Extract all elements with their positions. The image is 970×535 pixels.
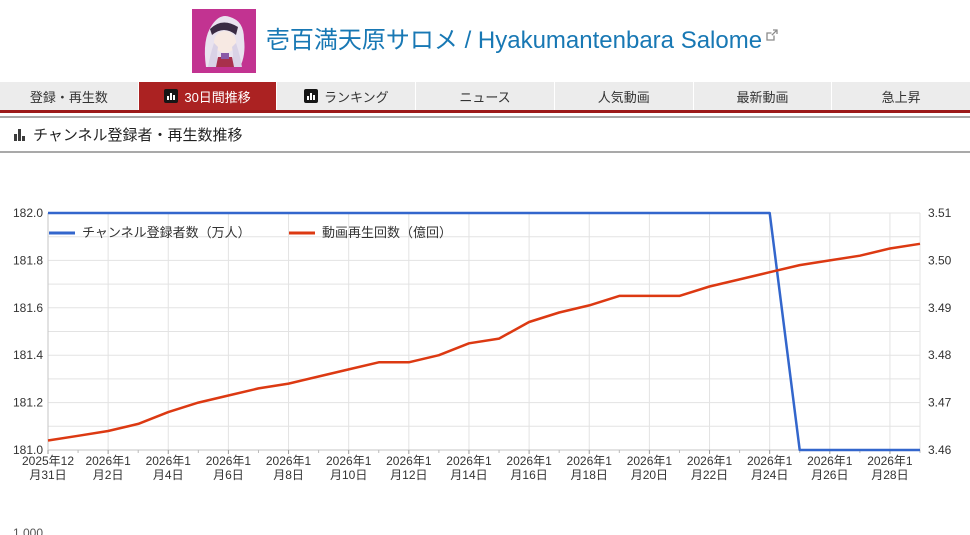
left-axis-label: 182.0 <box>13 206 43 220</box>
legend-views-label: 動画再生回数（億回） <box>322 225 452 240</box>
channel-header: 壱百満天原サロメ / Hyakumantenbara Salome <box>0 0 970 82</box>
x-axis-label: 2026年1 月24日 <box>747 454 793 482</box>
x-axis-label: 2026年1 月12日 <box>386 454 432 482</box>
tab-30day-trend[interactable]: 30日間推移 <box>138 82 278 110</box>
x-axis-label: 2026年1 月10日 <box>326 454 372 482</box>
external-link-icon <box>766 28 778 41</box>
tab-label: 人気動画 <box>597 89 650 105</box>
right-axis-label: 3.48 <box>928 348 952 362</box>
x-axis-label: 2026年1 月18日 <box>567 454 613 482</box>
views-line <box>47 242 921 442</box>
section-title: チャンネル登録者・再生数推移 <box>33 127 243 144</box>
x-axis-label: 2026年1 月8日 <box>266 454 312 482</box>
chart-icon <box>303 89 318 103</box>
left-axis-label: 181.4 <box>13 348 43 362</box>
right-axis-label: 3.51 <box>928 206 952 220</box>
tab-bar: 登録・再生数 30日間推移 ランキング ニュース 人気動画 最新動画 急上昇 <box>0 82 970 110</box>
left-axis-label: 181.0 <box>13 443 43 457</box>
tab-popular-videos[interactable]: 人気動画 <box>554 82 694 110</box>
tab-ranking[interactable]: ランキング <box>277 82 417 110</box>
right-axis-label: 3.47 <box>928 396 952 410</box>
right-axis-label: 3.46 <box>928 443 952 457</box>
x-axis-label: 2026年1 月20日 <box>627 454 673 482</box>
tab-label: 最新動画 <box>736 89 789 105</box>
tab-label: ニュース <box>459 89 511 105</box>
trend-chart-svg: 182.0 181.8 181.6 181.4 181.2 181.0 3.51 3.50 3.… <box>13 206 952 535</box>
right-axis-label: 3.50 <box>928 253 952 267</box>
next-chart-partial-ylabel: 1,000 <box>13 526 43 535</box>
tab-underline <box>0 110 970 113</box>
trend-chart: 182.0 181.8 181.6 181.4 181.2 181.0 3.51 3.50 3.… <box>0 153 970 535</box>
x-axis-label: 2026年1 月16日 <box>506 454 552 482</box>
tab-subscribers-views[interactable]: 登録・再生数 <box>0 82 139 110</box>
tab-label: ランキング <box>323 89 389 105</box>
x-axis-label: 2026年1 月28日 <box>867 454 913 482</box>
legend-subscribers-label: チャンネル登録者数（万人） <box>82 225 251 240</box>
tab-news[interactable]: ニュース <box>416 82 555 110</box>
bar-chart-icon <box>14 128 25 141</box>
tab-label: 30日間推移 <box>184 89 251 105</box>
x-axis-label: 2026年1 月2日 <box>85 454 131 482</box>
right-axis-label: 3.49 <box>928 301 952 315</box>
left-axis-label: 181.2 <box>13 396 43 410</box>
x-axis-label: 2026年1 月14日 <box>446 454 492 482</box>
x-axis-label: 2025年12 月31日 <box>22 454 74 482</box>
tab-latest-videos[interactable]: 最新動画 <box>693 82 833 110</box>
tab-label: 急上昇 <box>881 89 921 105</box>
channel-title-link[interactable]: 壱百満天原サロメ / Hyakumantenbara Salome <box>266 27 778 56</box>
channel-avatar <box>191 9 256 73</box>
left-axis-label: 181.8 <box>13 253 43 267</box>
chart-icon <box>164 89 179 103</box>
x-axis-label: 2026年1 月4日 <box>146 454 192 482</box>
channel-title: 壱百満天原サロメ / Hyakumantenbara Salome <box>265 26 763 54</box>
tab-label: 登録・再生数 <box>29 89 108 105</box>
tab-trending[interactable]: 急上昇 <box>832 82 970 110</box>
section-heading: チャンネル登録者・再生数推移 <box>0 116 970 153</box>
left-axis-label: 181.6 <box>13 301 43 315</box>
subscriber-line <box>48 211 920 452</box>
x-axis-label: 2026年1 月22日 <box>687 454 733 482</box>
x-axis-label: 2026年1 月26日 <box>807 454 853 482</box>
x-axis-label: 2026年1 月6日 <box>206 454 252 482</box>
